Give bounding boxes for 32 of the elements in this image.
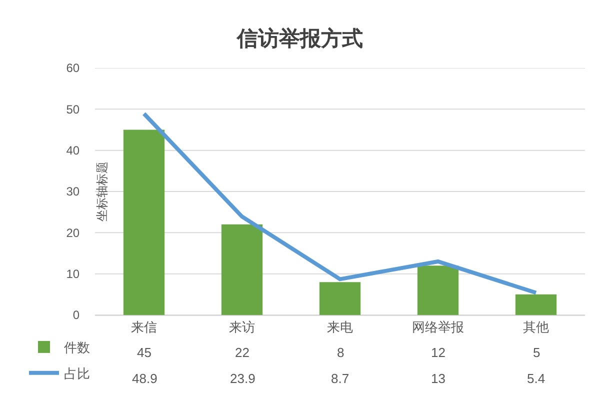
legend-label: 占比 [64, 366, 90, 381]
data-label: 8 [337, 345, 344, 360]
data-label: 45 [137, 345, 152, 360]
data-label: 8.7 [331, 371, 350, 386]
data-label: 22 [235, 345, 250, 360]
x-tick-label: 来访 [229, 320, 255, 335]
data-label: 23.9 [230, 371, 256, 386]
data-label: 13 [431, 371, 446, 386]
y-tick-label: 60 [66, 61, 80, 76]
bar [221, 224, 263, 315]
data-label: 5 [533, 345, 540, 360]
bar [515, 294, 557, 315]
y-tick-label: 40 [66, 144, 80, 158]
bar [123, 130, 165, 315]
data-label: 12 [431, 345, 446, 360]
y-tick-label: 30 [66, 184, 80, 199]
y-tick-label: 50 [66, 102, 80, 116]
legend-label: 件数 [64, 340, 90, 356]
chart-title: 信访举报方式 [236, 26, 363, 50]
x-tick-label: 网络举报 [412, 320, 464, 335]
y-tick-label: 10 [66, 267, 80, 282]
x-tick-label: 来信 [131, 320, 157, 335]
bar [417, 266, 459, 315]
x-tick-label: 来电 [327, 320, 353, 335]
data-label: 5.4 [527, 371, 546, 386]
data-label: 48.9 [132, 371, 158, 386]
bar [319, 282, 361, 315]
y-tick-label: 0 [72, 308, 80, 322]
x-tick-label: 其他 [523, 320, 549, 335]
y-tick-label: 20 [66, 226, 80, 240]
y-axis-title: 坐标轴标题 [95, 162, 109, 222]
line-series [142, 112, 538, 295]
